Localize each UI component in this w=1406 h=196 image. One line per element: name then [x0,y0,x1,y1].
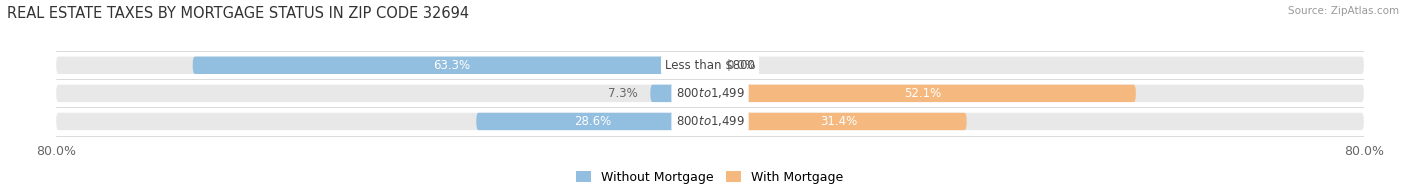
FancyBboxPatch shape [56,57,1364,74]
FancyBboxPatch shape [56,113,1364,130]
FancyBboxPatch shape [710,85,1136,102]
Text: 31.4%: 31.4% [820,115,858,128]
Text: 7.3%: 7.3% [609,87,638,100]
Legend: Without Mortgage, With Mortgage: Without Mortgage, With Mortgage [576,171,844,184]
FancyBboxPatch shape [477,113,710,130]
Text: $800 to $1,499: $800 to $1,499 [675,86,745,100]
FancyBboxPatch shape [710,113,967,130]
Text: Less than $800: Less than $800 [665,59,755,72]
FancyBboxPatch shape [193,57,710,74]
Text: 63.3%: 63.3% [433,59,470,72]
FancyBboxPatch shape [651,85,710,102]
Text: 52.1%: 52.1% [904,87,942,100]
Text: REAL ESTATE TAXES BY MORTGAGE STATUS IN ZIP CODE 32694: REAL ESTATE TAXES BY MORTGAGE STATUS IN … [7,6,470,21]
Text: Source: ZipAtlas.com: Source: ZipAtlas.com [1288,6,1399,16]
FancyBboxPatch shape [56,85,1364,102]
Text: 0.0%: 0.0% [727,59,756,72]
Text: $800 to $1,499: $800 to $1,499 [675,114,745,128]
Text: 28.6%: 28.6% [575,115,612,128]
